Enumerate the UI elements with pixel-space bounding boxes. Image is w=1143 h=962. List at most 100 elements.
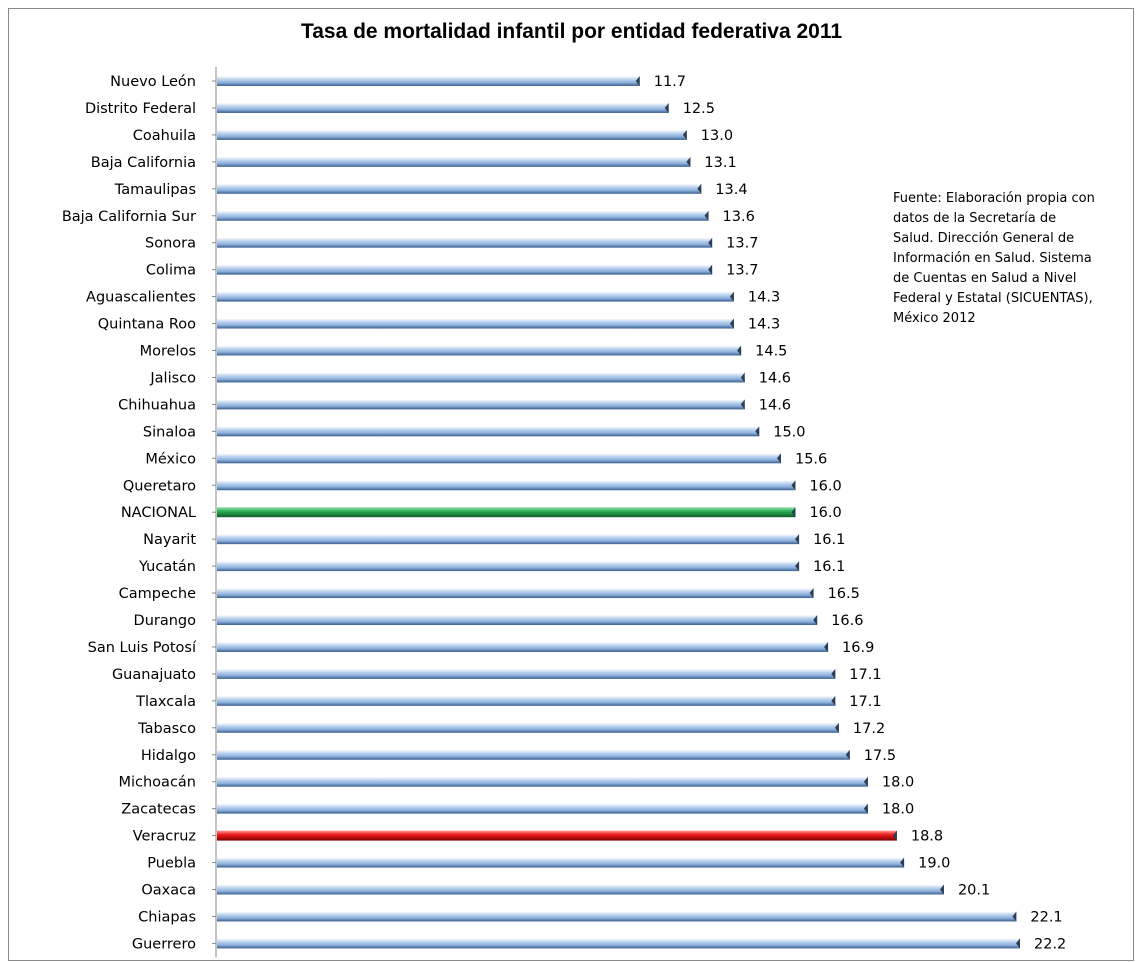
category-label: Zacatecas <box>121 802 196 818</box>
category-label: Guanajuato <box>112 667 196 683</box>
value-label: 13.6 <box>723 209 755 225</box>
bar-end-cap <box>737 345 742 356</box>
bar-end-cap <box>740 372 745 383</box>
bar <box>217 561 800 572</box>
category-label: Chihuahua <box>118 397 196 413</box>
category-label: Coahuila <box>133 128 196 144</box>
bar <box>217 938 1020 949</box>
source-note: Fuente: Elaboración propia con datos de … <box>893 191 1095 326</box>
value-label: 14.6 <box>759 397 791 413</box>
bar <box>217 345 742 356</box>
value-label: 16.9 <box>842 640 874 656</box>
bar <box>217 318 734 329</box>
category-label: Tabasco <box>137 721 196 737</box>
bar-end-cap <box>831 695 836 706</box>
bar-end-cap <box>813 615 818 625</box>
bar <box>217 453 781 464</box>
value-label: 11.7 <box>654 74 686 90</box>
value-label: 15.0 <box>773 424 805 440</box>
value-label: 16.0 <box>809 478 841 494</box>
category-label: Queretaro <box>123 478 196 494</box>
bar-end-cap <box>795 534 800 545</box>
bar <box>217 237 713 248</box>
value-label: 16.5 <box>828 586 860 602</box>
bar-end-cap <box>863 803 868 814</box>
bar <box>217 776 868 787</box>
bar-end-cap <box>845 749 850 760</box>
category-label: Baja California Sur <box>62 209 196 225</box>
bar <box>217 426 760 437</box>
bar <box>217 668 836 679</box>
bar <box>217 911 1017 922</box>
category-label: Tamaulipas <box>114 182 196 198</box>
bar-end-cap <box>809 588 814 599</box>
value-label: 14.3 <box>748 290 780 306</box>
value-label: 12.5 <box>683 101 715 117</box>
category-label: Jalisco <box>149 370 196 386</box>
value-label: 16.6 <box>831 613 863 629</box>
bar-end-cap <box>900 857 905 868</box>
category-label: Distrito Federal <box>85 101 196 117</box>
bar-end-cap <box>1016 938 1020 949</box>
bar <box>217 803 868 814</box>
value-label: 16.1 <box>813 559 845 575</box>
category-label: Nayarit <box>143 532 196 548</box>
bar <box>217 534 800 545</box>
bar <box>217 695 836 706</box>
category-label: Baja California <box>91 155 196 171</box>
bar-end-cap <box>755 426 760 437</box>
bar-end-cap <box>791 507 796 518</box>
bar-end-cap <box>682 129 687 140</box>
category-label: Nuevo León <box>110 74 196 90</box>
bar <box>217 102 669 113</box>
value-label: 13.7 <box>726 236 758 252</box>
category-label: Michoacán <box>118 775 196 791</box>
value-label: 14.5 <box>755 344 787 360</box>
bar-end-cap <box>939 884 944 895</box>
bar-end-cap <box>697 183 702 194</box>
bar <box>217 210 709 221</box>
category-label: Veracruz <box>133 829 196 845</box>
bar-end-cap <box>776 453 781 464</box>
bar-end-cap <box>795 561 800 572</box>
bar <box>217 507 796 518</box>
category-label: Aguascalientes <box>86 290 196 306</box>
value-label: 14.3 <box>748 317 780 333</box>
category-label: Chiapas <box>138 909 196 925</box>
bar <box>217 641 829 652</box>
bar-end-cap <box>824 641 829 652</box>
bar <box>217 588 814 599</box>
chart-title: Tasa de mortalidad infantil por entidad … <box>300 20 843 43</box>
bar-end-cap <box>892 830 897 841</box>
bar-end-cap <box>635 76 640 86</box>
bar <box>217 830 897 841</box>
bar-end-cap <box>740 399 745 410</box>
bar-end-cap <box>686 156 691 167</box>
bar-end-cap <box>834 722 839 733</box>
bar <box>217 749 850 760</box>
bar-end-cap <box>664 102 669 113</box>
value-label: 22.2 <box>1034 936 1066 952</box>
category-label: Oaxaca <box>141 883 196 899</box>
value-label: 13.0 <box>701 128 733 144</box>
category-label: Guerrero <box>132 936 196 952</box>
value-label: 19.0 <box>918 856 950 872</box>
category-label: Durango <box>134 613 197 629</box>
category-label: Quintana Roo <box>98 317 196 333</box>
bar-end-cap <box>1012 911 1017 922</box>
bar <box>217 372 745 383</box>
bar-end-cap <box>729 318 734 329</box>
value-label: 14.6 <box>759 370 791 386</box>
value-label: 13.1 <box>704 155 736 171</box>
bar-end-cap <box>791 480 796 491</box>
value-label: 13.7 <box>726 263 758 279</box>
bar-end-cap <box>729 291 734 302</box>
value-label: 16.0 <box>809 505 841 521</box>
category-label: Tlaxcala <box>135 694 196 710</box>
category-label: Hidalgo <box>141 748 196 764</box>
bar-end-cap <box>704 210 709 221</box>
bar-end-cap <box>708 264 713 275</box>
category-label: NACIONAL <box>121 505 196 521</box>
value-label: 15.6 <box>795 451 827 467</box>
